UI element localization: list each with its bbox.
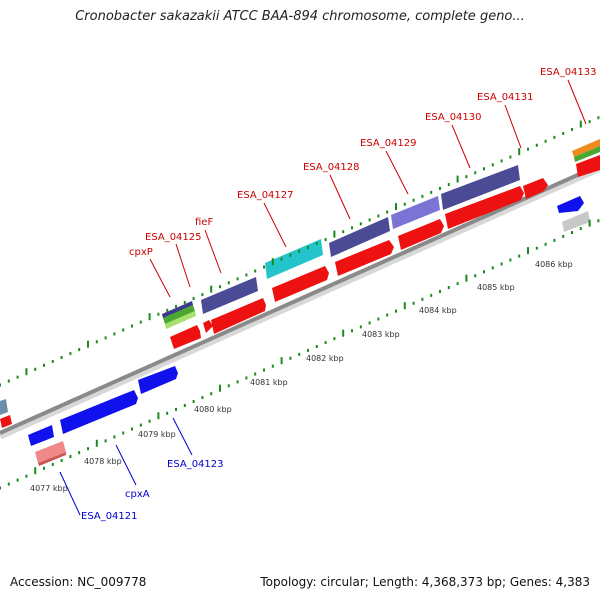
label-leader-line	[175, 243, 191, 288]
gene-label-ESA_04133[interactable]: ESA_04133	[540, 67, 597, 78]
cds-arrow-8[interactable]	[445, 186, 524, 229]
cds-arrow-3[interactable]	[203, 320, 213, 333]
scale-labels: 4077 kbp 4078 kbp 4079 kbp 4080 kbp 4081 kbp…	[30, 260, 573, 493]
label-leader-line	[172, 417, 193, 456]
cds-arrow-9[interactable]	[523, 178, 548, 199]
gene-label-fieF[interactable]: fieF	[195, 217, 213, 228]
scale-label: 4086 kbp	[535, 260, 573, 269]
feature-ESA_04127-top[interactable]	[265, 239, 323, 279]
gene-label-cpxP[interactable]: cpxP	[129, 247, 153, 258]
feature-fieF-top[interactable]	[201, 277, 258, 314]
cds-arrow-4[interactable]	[211, 298, 266, 334]
scale-label: 4083 kbp	[362, 330, 400, 339]
gene-label-ESA_04131[interactable]: ESA_04131	[477, 92, 534, 103]
genome-title: Cronobacter sakazakii ATCC BAA-894 chrom…	[75, 9, 525, 24]
label-leader-line	[149, 258, 171, 298]
feature-ESA_04129-top[interactable]	[391, 196, 440, 229]
label-leader-line	[504, 104, 522, 149]
feature-ESA_04133-green[interactable]	[574, 146, 600, 162]
cds-ESA_04121-box-shadow[interactable]	[38, 452, 66, 466]
label-leader-line	[385, 150, 409, 195]
gene-label-ESA_04128[interactable]: ESA_04128	[303, 162, 360, 173]
gene-label-ESA_04121[interactable]: ESA_04121	[81, 511, 138, 522]
gene-label-ESA_04127[interactable]: ESA_04127	[237, 190, 294, 201]
cds-arrow-7[interactable]	[398, 219, 444, 250]
cds-arrow-5[interactable]	[272, 266, 329, 302]
label-leader-line	[263, 202, 287, 248]
gene-label-ESA_04123[interactable]: ESA_04123	[167, 459, 224, 470]
feature-cpxP[interactable]	[162, 301, 196, 329]
scale-label: 4080 kbp	[194, 405, 232, 414]
label-leader-line	[451, 124, 471, 169]
scale-label: 4082 kbp	[306, 354, 344, 363]
cds-arrow-10[interactable]	[576, 155, 600, 177]
label-leader-line	[115, 444, 137, 486]
cds-gray-right[interactable]	[562, 211, 590, 232]
reverse-gene-labels: ESA_04121 cpxA ESA_04123	[59, 417, 224, 522]
gene-label-ESA_04125[interactable]: ESA_04125	[145, 232, 202, 243]
upper-tick-track	[0, 116, 600, 387]
forward-gene-labels: cpxP ESA_04125 fieF ESA_04127 ESA_04128 ESA_0…	[129, 67, 597, 298]
cds-gray-left[interactable]	[0, 399, 8, 415]
reverse-strand-features	[0, 196, 590, 466]
gene-label-cpxA[interactable]: cpxA	[125, 489, 150, 500]
cds-arrow-1[interactable]	[0, 415, 12, 428]
scale-label: 4078 kbp	[84, 457, 122, 466]
cds-blue-1[interactable]	[28, 425, 54, 446]
cds-cpxA[interactable]	[60, 390, 138, 434]
feature-ESA_04133-orange[interactable]	[572, 139, 600, 157]
chromosome-backbone	[0, 163, 600, 435]
cds-arrow-2[interactable]	[170, 325, 201, 349]
label-leader-line	[204, 229, 222, 274]
label-leader-line	[567, 79, 587, 125]
feature-ESA_04130-top[interactable]	[441, 165, 520, 210]
feature-ESA_04128-top[interactable]	[329, 217, 390, 257]
scale-label: 4079 kbp	[138, 430, 176, 439]
cds-blue-right[interactable]	[557, 196, 584, 213]
lower-tick-track	[0, 219, 600, 490]
gene-label-ESA_04130[interactable]: ESA_04130	[425, 112, 482, 123]
label-leader-line	[329, 174, 351, 220]
cds-ESA_04123[interactable]	[138, 366, 178, 394]
scale-label: 4085 kbp	[477, 283, 515, 292]
cds-ESA_04121-box[interactable]	[35, 441, 66, 463]
cds-arrow-6[interactable]	[335, 240, 394, 276]
accession-text: Accession: NC_009778	[10, 575, 147, 589]
backbone-shadow	[0, 164, 600, 440]
scale-label: 4084 kbp	[419, 306, 457, 315]
topology-text: Topology: circular; Length: 4,368,373 bp…	[260, 575, 590, 589]
gene-label-ESA_04129[interactable]: ESA_04129	[360, 138, 417, 149]
scale-label: 4081 kbp	[250, 378, 288, 387]
label-leader-line	[59, 471, 81, 516]
scale-label: 4077 kbp	[30, 484, 68, 493]
forward-strand-features	[0, 139, 600, 428]
